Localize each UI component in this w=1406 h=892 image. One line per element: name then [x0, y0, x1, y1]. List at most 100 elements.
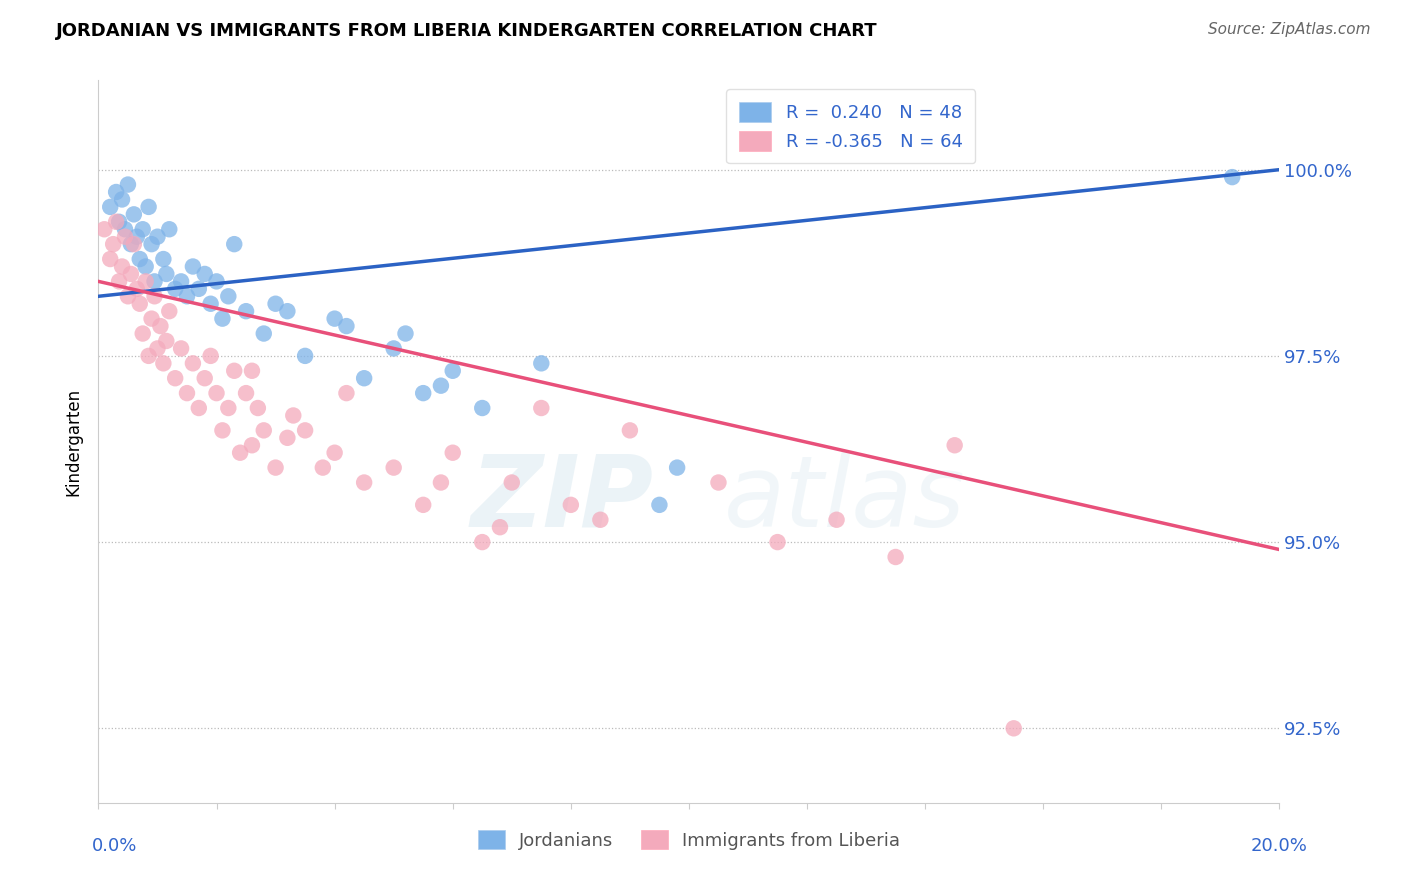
Point — [143, 274, 166, 288]
Text: Source: ZipAtlas.com: Source: ZipAtlas.com — [1208, 22, 1371, 37]
Point — [619, 423, 641, 437]
Point — [155, 267, 177, 281]
Point — [105, 185, 128, 199]
Point — [157, 304, 180, 318]
Point — [530, 401, 553, 415]
Point — [235, 304, 257, 318]
Text: atlas: atlas — [724, 450, 966, 548]
Point — [122, 237, 145, 252]
Point — [117, 178, 139, 192]
Point — [105, 215, 128, 229]
Legend: Jordanians, Immigrants from Liberia: Jordanians, Immigrants from Liberia — [468, 822, 910, 859]
Point — [211, 311, 233, 326]
Point — [353, 371, 375, 385]
Point — [412, 498, 434, 512]
Point — [143, 289, 166, 303]
Point — [264, 297, 287, 311]
Point — [884, 549, 907, 564]
Point — [217, 401, 239, 415]
Point — [412, 386, 434, 401]
Point — [170, 274, 193, 288]
Point — [648, 498, 671, 512]
Point — [294, 423, 316, 437]
Text: 20.0%: 20.0% — [1251, 837, 1308, 855]
Point — [138, 200, 160, 214]
Point — [125, 229, 148, 244]
Point — [176, 289, 198, 303]
Point — [943, 438, 966, 452]
Point — [125, 282, 148, 296]
Point — [181, 260, 204, 274]
Point — [235, 386, 257, 401]
Point — [111, 260, 134, 274]
Point — [146, 229, 169, 244]
Point — [200, 349, 222, 363]
Point — [170, 342, 193, 356]
Point — [187, 282, 209, 296]
Point — [98, 252, 121, 266]
Point — [253, 423, 276, 437]
Point — [382, 460, 405, 475]
Point — [98, 200, 121, 214]
Point — [441, 446, 464, 460]
Point — [1002, 721, 1025, 735]
Point — [246, 401, 269, 415]
Point — [135, 274, 157, 288]
Point — [283, 409, 305, 423]
Y-axis label: Kindergarten: Kindergarten — [65, 387, 83, 496]
Point — [165, 371, 187, 385]
Point — [114, 222, 136, 236]
Point — [122, 207, 145, 221]
Text: JORDANIAN VS IMMIGRANTS FROM LIBERIA KINDERGARTEN CORRELATION CHART: JORDANIAN VS IMMIGRANTS FROM LIBERIA KIN… — [56, 22, 877, 40]
Point — [560, 498, 582, 512]
Point — [132, 222, 155, 236]
Point — [114, 229, 136, 244]
Point — [211, 423, 233, 437]
Point — [205, 386, 228, 401]
Point — [276, 431, 298, 445]
Point — [120, 237, 142, 252]
Point — [312, 460, 335, 475]
Point — [294, 349, 316, 363]
Point — [264, 460, 287, 475]
Point — [430, 475, 453, 490]
Point — [353, 475, 375, 490]
Point — [108, 274, 131, 288]
Point — [146, 342, 169, 356]
Point — [335, 386, 357, 401]
Point — [217, 289, 239, 303]
Point — [165, 282, 187, 296]
Point — [766, 535, 789, 549]
Point — [138, 349, 160, 363]
Point — [103, 237, 125, 252]
Point — [141, 311, 163, 326]
Point — [194, 371, 217, 385]
Point — [253, 326, 276, 341]
Point — [157, 222, 180, 236]
Point — [149, 319, 172, 334]
Point — [181, 356, 204, 370]
Point — [240, 364, 263, 378]
Point — [93, 222, 115, 236]
Text: 0.0%: 0.0% — [91, 837, 136, 855]
Text: ZIP: ZIP — [471, 450, 654, 548]
Point — [335, 319, 357, 334]
Point — [152, 356, 174, 370]
Point — [707, 475, 730, 490]
Point — [666, 460, 689, 475]
Point — [240, 438, 263, 452]
Point — [141, 237, 163, 252]
Point — [128, 252, 150, 266]
Point — [135, 260, 157, 274]
Point — [825, 513, 848, 527]
Point — [128, 297, 150, 311]
Point — [441, 364, 464, 378]
Point — [224, 364, 246, 378]
Point — [489, 520, 512, 534]
Point — [205, 274, 228, 288]
Point — [323, 446, 346, 460]
Point — [117, 289, 139, 303]
Point — [187, 401, 209, 415]
Point — [1220, 170, 1243, 185]
Point — [394, 326, 416, 341]
